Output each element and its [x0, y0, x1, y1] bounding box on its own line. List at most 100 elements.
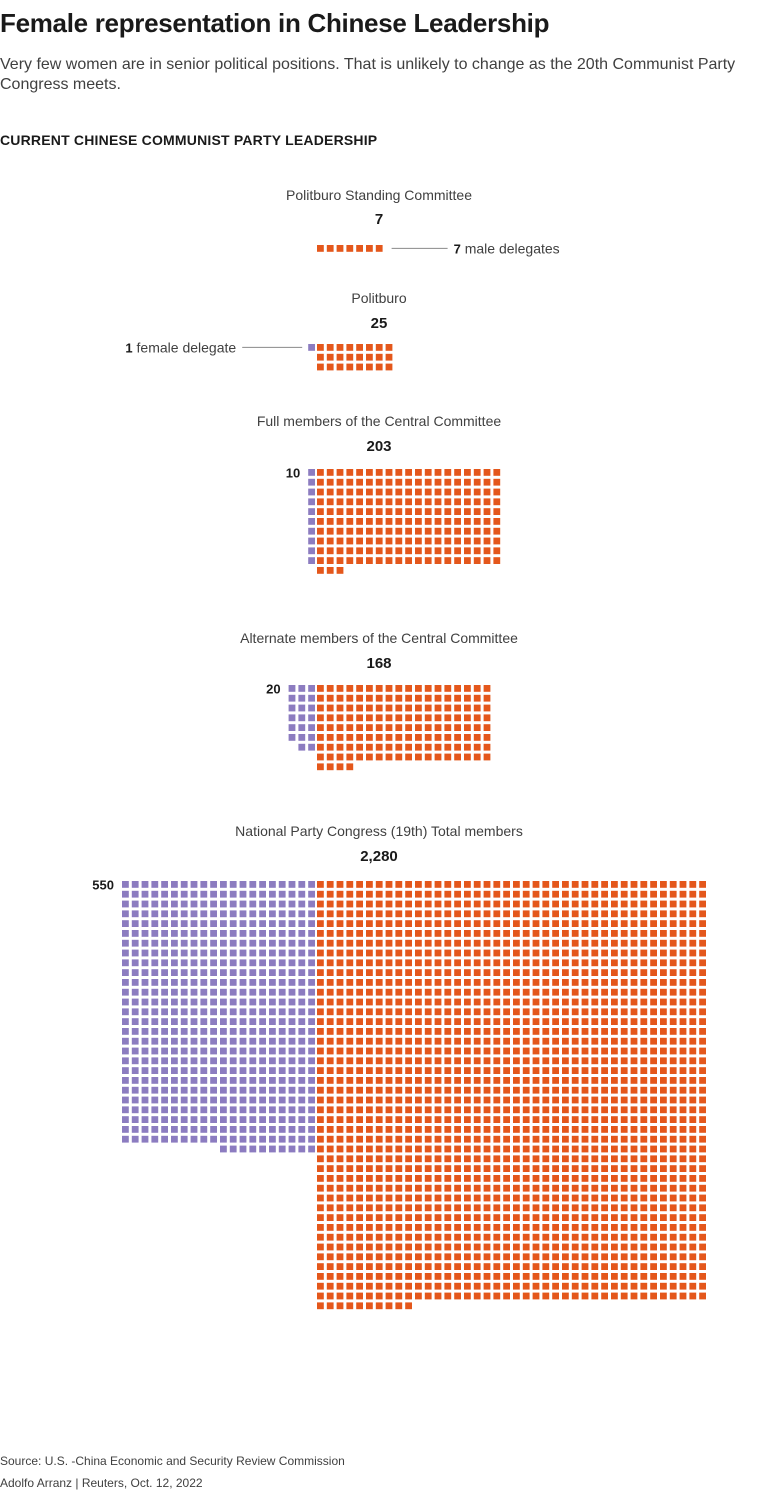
female-square: [210, 930, 217, 937]
male-square: [336, 1086, 344, 1094]
female-square: [229, 1096, 237, 1104]
group-total: 25: [371, 315, 388, 332]
female-square: [278, 900, 286, 908]
male-square: [356, 1028, 363, 1035]
female-square: [269, 979, 276, 986]
male-square: [689, 930, 697, 937]
male-square: [415, 1292, 422, 1300]
male-square: [415, 1282, 422, 1290]
male-square: [689, 939, 697, 947]
male-square: [581, 920, 589, 927]
male-square: [473, 930, 481, 937]
male-square: [493, 1292, 501, 1300]
male-square: [532, 910, 540, 918]
male-square: [620, 988, 628, 996]
male-square: [640, 1096, 648, 1104]
male-square: [405, 959, 412, 967]
male-square: [326, 930, 334, 937]
female-square: [131, 910, 139, 918]
male-square: [562, 1067, 569, 1074]
male-square: [493, 1077, 501, 1084]
male-square: [493, 1155, 501, 1163]
female-square: [220, 1096, 227, 1104]
male-square: [405, 1273, 412, 1280]
male-square: [591, 881, 599, 888]
male-square: [385, 1194, 393, 1202]
male-square: [464, 1047, 471, 1055]
male-square: [630, 1263, 638, 1270]
male-square: [493, 979, 501, 986]
male-square: [689, 1184, 697, 1192]
male-square: [415, 969, 422, 976]
male-square: [346, 988, 354, 996]
female-square: [171, 1135, 178, 1143]
male-square: [395, 1145, 403, 1153]
male-square: [679, 998, 687, 1006]
male-square: [385, 527, 393, 535]
male-square: [699, 1067, 706, 1074]
male-square: [542, 920, 550, 927]
male-square: [620, 1135, 628, 1143]
male-square: [640, 1204, 648, 1212]
male-square: [503, 1008, 510, 1016]
female-square: [229, 959, 237, 967]
male-square: [326, 567, 334, 574]
male-square: [562, 1214, 569, 1221]
male-square: [454, 734, 461, 741]
female-square: [171, 949, 178, 957]
male-square: [424, 714, 432, 722]
male-square: [699, 1194, 706, 1202]
annotation-label: 1 female delegate: [125, 339, 236, 355]
male-square: [493, 1096, 501, 1104]
male-square: [699, 1096, 706, 1104]
female-square: [298, 1077, 306, 1084]
male-square: [336, 1037, 344, 1045]
male-square: [346, 1037, 354, 1045]
male-square: [473, 1253, 481, 1261]
male-square: [424, 1224, 432, 1231]
male-square: [375, 1282, 383, 1290]
male-square: [454, 1067, 461, 1074]
male-square: [317, 714, 324, 722]
male-square: [503, 1224, 510, 1231]
male-square: [375, 1233, 383, 1241]
male-square: [542, 1155, 550, 1163]
male-square: [650, 920, 657, 927]
male-square: [513, 1067, 520, 1074]
male-square: [454, 979, 461, 986]
male-square: [503, 1243, 510, 1251]
male-square: [317, 1292, 324, 1300]
male-square: [699, 988, 706, 996]
female-square: [269, 1086, 276, 1094]
female-square: [141, 1008, 149, 1016]
male-square: [366, 1116, 373, 1123]
male-square: [562, 1155, 569, 1163]
male-square: [503, 1204, 510, 1212]
male-square: [317, 1184, 324, 1192]
male-square: [630, 1037, 638, 1045]
male-square: [513, 1214, 520, 1221]
male-square: [660, 1292, 667, 1300]
male-square: [581, 910, 589, 918]
male-square: [346, 547, 354, 555]
male-square: [424, 1047, 432, 1055]
male-square: [513, 939, 520, 947]
male-square: [424, 685, 432, 692]
male-square: [493, 939, 501, 947]
male-square: [444, 1194, 452, 1202]
male-square: [581, 1106, 589, 1114]
male-square: [444, 1077, 452, 1084]
male-square: [522, 1086, 530, 1094]
male-square: [493, 920, 501, 927]
male-square: [493, 949, 501, 957]
male-square: [630, 1224, 638, 1231]
male-square: [483, 527, 491, 535]
male-square: [366, 714, 373, 722]
male-square: [699, 1086, 706, 1094]
male-square: [375, 469, 383, 476]
male-square: [640, 1282, 648, 1290]
male-square: [660, 930, 667, 937]
male-square: [532, 1077, 540, 1084]
male-square: [601, 1243, 608, 1251]
male-square: [552, 900, 559, 908]
